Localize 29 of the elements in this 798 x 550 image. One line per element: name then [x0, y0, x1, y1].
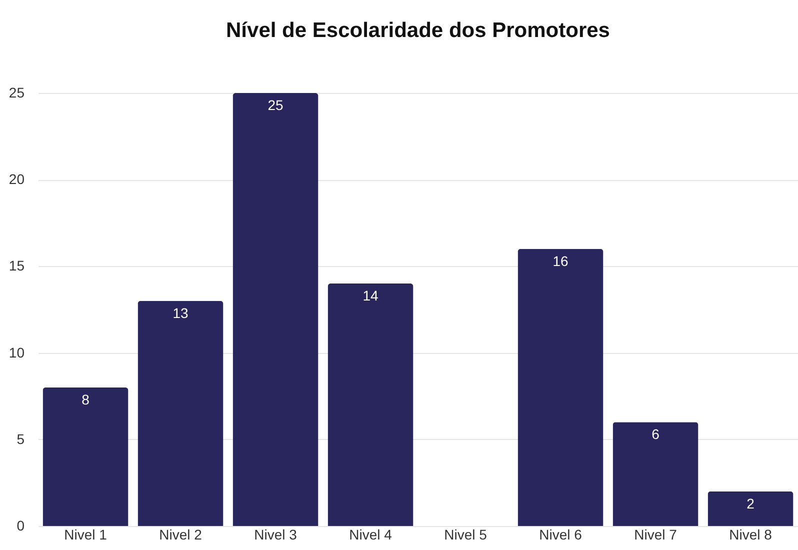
chart-title: Nível de Escolaridade dos Promotores: [226, 19, 610, 42]
data-label: 16: [552, 252, 568, 269]
x-tick-label: Nivel 7: [634, 526, 678, 542]
x-tick-label: Nivel 2: [159, 526, 202, 542]
data-label: 25: [268, 97, 284, 113]
bar: [518, 248, 604, 526]
x-tick-label: Nivel 1: [64, 526, 108, 542]
y-tick-label: 5: [16, 430, 25, 447]
bar: [42, 387, 128, 526]
data-label: 13: [172, 304, 188, 321]
y-tick-label: 25: [8, 84, 25, 100]
y-tick-label: 10: [8, 344, 25, 360]
y-tick-label: 0: [16, 518, 25, 534]
x-tick-label: Nivel 8: [729, 526, 772, 542]
data-label: 2: [746, 495, 755, 512]
x-tick-label: Nivel 5: [444, 526, 488, 542]
bar: [612, 422, 698, 526]
x-tick-label: Nivel 3: [254, 526, 298, 542]
y-tick-label: 15: [8, 258, 25, 274]
data-label: 6: [652, 426, 660, 442]
x-tick-label: Nivel 6: [539, 526, 582, 542]
data-label: 8: [82, 391, 90, 408]
data-label: 14: [362, 288, 378, 304]
bar: [138, 300, 224, 526]
y-tick-label: 20: [8, 171, 25, 188]
bar: [328, 284, 414, 526]
bar: [708, 491, 794, 526]
x-tick-label: Nivel 4: [349, 526, 392, 542]
bar: [232, 93, 318, 526]
